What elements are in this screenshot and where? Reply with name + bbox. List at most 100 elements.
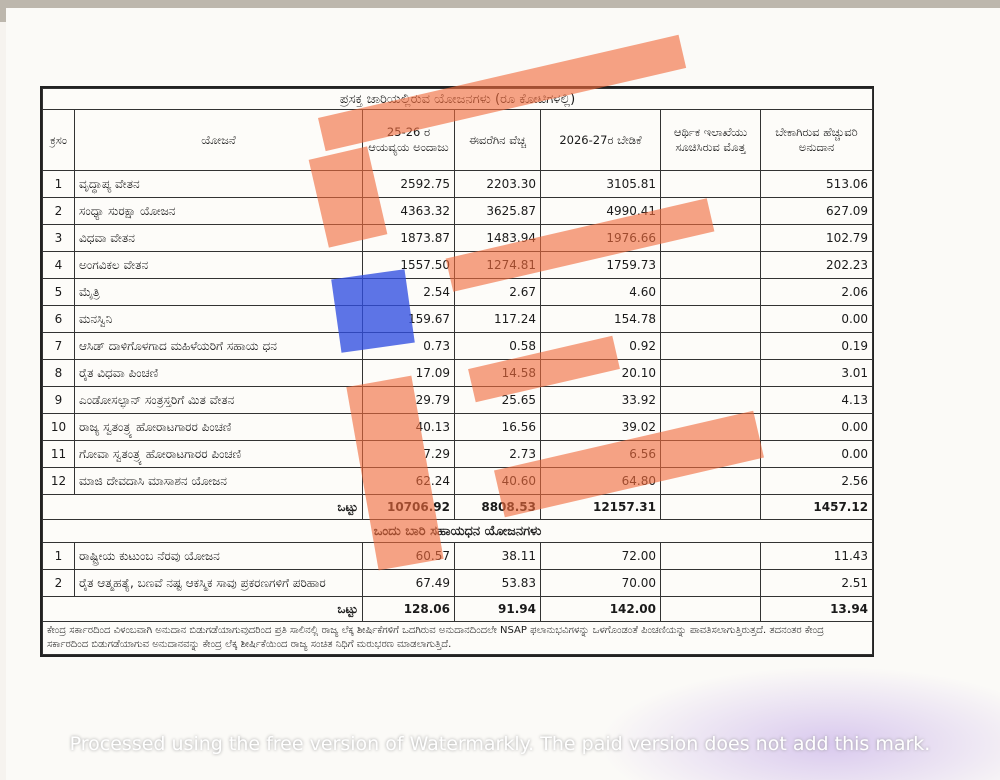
table-row: 8ರೈತ ವಿಧವಾ ಪಿಂಚಣಿ17.0914.5820.103.01 [42, 359, 874, 387]
finance-value [660, 386, 761, 414]
row-number: 6 [42, 305, 75, 333]
data-table-sheet: ಪ್ರಸಕ್ತ ಜಾರಿಯಲ್ಲಿರುವ ಯೋಜನಗಳು (ರೂ ಕೋಟಿಗಳಲ… [40, 86, 874, 657]
total-budget: 128.06 [362, 596, 455, 622]
total-label: ಒಟ್ಟು [42, 494, 363, 520]
additional-value: 2.06 [759, 278, 874, 306]
row-number: 1 [42, 542, 75, 570]
scheme-name: ಅಂಗವಿಕಲ ವೇತನ [74, 251, 363, 279]
finance-value [660, 170, 761, 198]
background-smudge [580, 660, 1000, 780]
finance-value [660, 251, 761, 279]
table-row: 9 ಎಂಡೋಸಲ್ಫಾನ್ ಸಂತ್ರಸ್ತರಿಗೆ ಮಿತ ವೇತನ 29.79 2… [42, 386, 874, 414]
scheme-name: ಗೋವಾ ಸ್ವತಂತ್ರ್ಯ ಹೋರಾಟಗಾರರ ಪಿಂಚಣಿ [74, 440, 363, 468]
overlay-square [331, 269, 415, 353]
header-demand: 2026-27ರ ಬೇಡಿಕೆ [540, 109, 661, 171]
total-additional: 13.94 [759, 596, 874, 622]
row-number: 11 [42, 440, 75, 468]
additional-value: 0.00 [759, 440, 874, 468]
finance-value [660, 278, 761, 306]
scheme-name: ಮೈತ್ರಿ [74, 278, 363, 306]
additional-value: 11.43 [759, 542, 874, 570]
additional-value: 102.79 [759, 224, 874, 252]
row-number: 2 [42, 197, 75, 225]
total-finance [660, 596, 761, 622]
total-label: ಒಟ್ಟು [42, 596, 363, 622]
section-row: ಒಂದು ಬಾರಿ ಸಹಾಯಧನ ಯೋಜನಗಳು [41, 519, 874, 543]
row-number: 10 [42, 413, 75, 441]
additional-value: 0.19 [759, 332, 874, 360]
additional-value: 2.51 [759, 569, 874, 597]
table-row: 5 ಮೈತ್ರಿ 2.54 2.67 4.60 2.06 [42, 278, 874, 306]
footnote: ಕೇಂದ್ರ ಸರ್ಕಾರದಿಂದ ವಿಳಂಬವಾಗಿ ಅನುದಾನ ಬಿಡುಗ… [41, 621, 874, 655]
additional-value: 627.09 [759, 197, 874, 225]
additional-value: 4.13 [759, 386, 874, 414]
finance-value [660, 569, 761, 597]
expense-value: 117.24 [454, 305, 541, 333]
demand-value: 33.92 [540, 386, 661, 414]
additional-value: 0.00 [759, 305, 874, 333]
footnote-row: ಕೇಂದ್ರ ಸರ್ಕಾರದಿಂದ ವಿಳಂಬವಾಗಿ ಅನುದಾನ ಬಿಡುಗ… [41, 621, 874, 655]
row-number: 3 [42, 224, 75, 252]
row-number: 5 [42, 278, 75, 306]
scheme-name: ಎಂಡೋಸಲ್ಫಾನ್ ಸಂತ್ರಸ್ತರಿಗೆ ಮಿತ ವೇತನ [74, 386, 363, 414]
header-sr: ಕ್ರಸಂ [42, 109, 75, 171]
expense-value: 3625.87 [454, 197, 541, 225]
expense-value: 2203.30 [454, 170, 541, 198]
row-number: 2 [42, 569, 75, 597]
table-row: 2 ಸಂಧ್ಯಾ ಸುರಕ್ಷಾ ಯೋಜನ 4363.32 3625.87 4990.4… [42, 197, 874, 225]
table-row: 1ರಾಷ್ಟ್ರೀಯ ಕುಟುಂಬ ನೆರವು ಯೋಜನ60.5738.1172… [42, 542, 874, 570]
additional-value: 202.23 [759, 251, 874, 279]
scheme-name: ಮಾಜಿ ದೇವದಾಸಿ ಮಾಸಾಶನ ಯೋಜನ [74, 467, 363, 495]
total-demand: 142.00 [540, 596, 661, 622]
table-row: 6 ಮನಸ್ವಿನಿ 159.67 117.24 154.78 0.00 [42, 305, 874, 333]
additional-value: 513.06 [759, 170, 874, 198]
row-number: 1 [42, 170, 75, 198]
demand-value: 154.78 [540, 305, 661, 333]
scheme-name: ರೈತ ಆತ್ಮಹತ್ಯೆ, ಬಣವೆ ನಷ್ಟ ಆಕಸ್ಮಿಕ ಸಾವು ಪ್… [74, 569, 363, 597]
finance-value [660, 332, 761, 360]
row-number: 7 [42, 332, 75, 360]
table-row: 12ಮಾಜಿ ದೇವದಾಸಿ ಮಾಸಾಶನ ಯೋಜನ62.2440.6064.8… [42, 467, 874, 495]
schemes-table: ಪ್ರಸಕ್ತ ಜಾರಿಯಲ್ಲಿರುವ ಯೋಜನಗಳು (ರೂ ಕೋಟಿಗಳಲ… [41, 88, 874, 655]
finance-value [660, 359, 761, 387]
row-number: 12 [42, 467, 75, 495]
expense-value: 53.83 [454, 569, 541, 597]
expense-value: 38.11 [454, 542, 541, 570]
header-expense: ಈವರೆಗಿನ ವೆಚ್ಚ [454, 109, 541, 171]
demand-value: 3105.81 [540, 170, 661, 198]
total-expense: 91.94 [454, 596, 541, 622]
expense-value: 16.56 [454, 413, 541, 441]
row-number: 9 [42, 386, 75, 414]
scheme-name: ವಿಧವಾ ವೇತನ [74, 224, 363, 252]
additional-value: 0.00 [759, 413, 874, 441]
total-finance [660, 494, 761, 520]
table-row: 1 ವೃದ್ಧಾಪ್ಯ ವೇತನ 2592.75 2203.30 3105.81 513.… [42, 170, 874, 198]
row-number: 4 [42, 251, 75, 279]
section-title: ಒಂದು ಬಾರಿ ಸಹಾಯಧನ ಯೋಜನಗಳು [41, 519, 874, 543]
additional-value: 3.01 [759, 359, 874, 387]
demand-value: 4.60 [540, 278, 661, 306]
budget-value: 67.49 [362, 569, 455, 597]
finance-value [660, 542, 761, 570]
demand-value: 70.00 [540, 569, 661, 597]
scheme-name: ಸಂಧ್ಯಾ ಸುರಕ್ಷಾ ಯೋಜನ [74, 197, 363, 225]
header-additional: ಬೇಕಾಗಿರುವ ಹೆಚ್ಚುವರಿ ಅನುದಾನ [759, 109, 874, 171]
total-additional: 1457.12 [759, 494, 874, 520]
finance-value [660, 305, 761, 333]
scheme-name: ಆಸಿಡ್ ದಾಳಿಗೊಳಗಾದ ಮಹಿಳೆಯರಿಗೆ ಸಹಾಯ ಧನ [74, 332, 363, 360]
watermark-text: Processed using the free version of Wate… [69, 733, 931, 755]
additional-value: 2.56 [759, 467, 874, 495]
scheme-name: ಮನಸ್ವಿನಿ [74, 305, 363, 333]
scheme-name: ರಾಜ್ಯ ಸ್ವತಂತ್ರ್ಯ ಹೋರಾಟಗಾರರ ಪಿಂಚಣಿ [74, 413, 363, 441]
scheme-name: ರೈತ ವಿಧವಾ ಪಿಂಚಣಿ [74, 359, 363, 387]
total-row: ಒಟ್ಟು 128.06 91.94 142.00 13.94 [42, 596, 874, 622]
row-number: 8 [42, 359, 75, 387]
table-row: 2 ರೈತ ಆತ್ಮಹತ್ಯೆ, ಬಣವೆ ನಷ್ಟ ಆಕಸ್ಮಿಕ ಸಾವು ಪ… [42, 569, 874, 597]
header-finance: ಆರ್ಥಿಕ ಇಲಾಖೆಯು ಸೂಚಿಸಿರುವ ಮೊತ್ತ [660, 109, 761, 171]
demand-value: 72.00 [540, 542, 661, 570]
table-row: 7 ಆಸಿಡ್ ದಾಳಿಗೊಳಗಾದ ಮಹಿಳೆಯರಿಗೆ ಸಹಾಯ ಧನ 0.73… [42, 332, 874, 360]
scheme-name: ರಾಷ್ಟ್ರೀಯ ಕುಟುಂಬ ನೆರವು ಯೋಜನ [74, 542, 363, 570]
